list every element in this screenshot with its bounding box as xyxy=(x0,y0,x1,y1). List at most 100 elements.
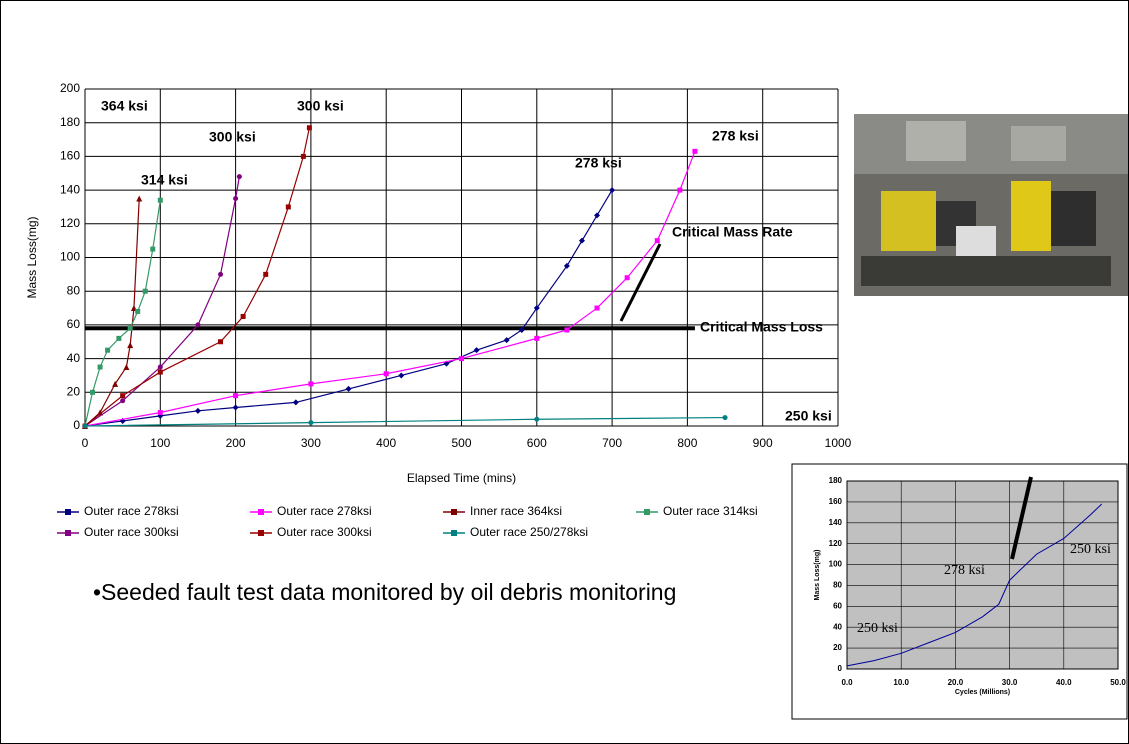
annotation: 364 ksi xyxy=(101,98,148,114)
marker xyxy=(625,275,630,280)
marker xyxy=(263,272,268,277)
annotation: 278 ksi xyxy=(575,155,622,171)
marker xyxy=(218,339,223,344)
x-tick-label: 100 xyxy=(150,436,170,450)
x-tick-label: 300 xyxy=(301,436,321,450)
marker xyxy=(233,404,239,410)
annotation: 250 ksi xyxy=(1070,542,1111,557)
marker xyxy=(90,390,95,395)
annotation: 278 ksi xyxy=(944,563,985,578)
legend-marker xyxy=(65,509,71,515)
x-tick-label: 1000 xyxy=(825,436,852,450)
marker xyxy=(195,408,201,414)
marker xyxy=(120,393,125,398)
marker xyxy=(128,326,133,331)
x-tick-label: 10.0 xyxy=(893,678,909,687)
marker xyxy=(158,365,163,370)
marker xyxy=(308,420,313,425)
y-tick-label: 140 xyxy=(829,518,843,527)
legend-label: Outer race 300ksi xyxy=(277,525,372,539)
marker xyxy=(150,247,155,252)
legend-label: Inner race 364ksi xyxy=(470,504,562,518)
x-tick-label: 600 xyxy=(527,436,547,450)
y-tick-label: 180 xyxy=(829,476,843,485)
slide: 0204060801001201401601802000100200300400… xyxy=(0,0,1129,744)
marker xyxy=(195,322,200,327)
y-axis-label: Mass Loss(mg) xyxy=(814,550,821,601)
annotation: Critical Mass Loss xyxy=(700,319,823,335)
y-tick-label: 80 xyxy=(833,581,842,590)
y-axis-label: Mass Loss(mg) xyxy=(25,216,39,298)
y-tick-label: 180 xyxy=(60,115,80,129)
marker xyxy=(655,238,660,243)
series-line xyxy=(85,128,309,426)
legend-marker xyxy=(258,509,264,515)
legend-marker xyxy=(451,530,457,536)
y-tick-label: 40 xyxy=(67,351,81,365)
y-tick-label: 0 xyxy=(73,418,80,432)
x-tick-label: 0 xyxy=(82,436,89,450)
marker xyxy=(307,125,312,130)
y-tick-label: 40 xyxy=(833,622,842,631)
photo xyxy=(854,114,1128,296)
y-tick-label: 100 xyxy=(829,560,843,569)
series-line xyxy=(85,151,695,426)
marker xyxy=(308,381,313,386)
marker xyxy=(158,370,163,375)
legend-marker xyxy=(451,509,457,515)
annotation: 300 ksi xyxy=(209,129,256,145)
legend-label: Outer race 314ksi xyxy=(663,504,758,518)
critical-line xyxy=(85,326,695,330)
legend-marker xyxy=(644,509,650,515)
y-tick-label: 60 xyxy=(67,317,81,331)
x-tick-label: 30.0 xyxy=(1002,678,1018,687)
annotation: 314 ksi xyxy=(141,172,188,188)
marker xyxy=(286,204,291,209)
y-tick-label: 160 xyxy=(829,497,843,506)
marker xyxy=(534,336,539,341)
pointer xyxy=(621,244,660,321)
y-tick-label: 200 xyxy=(60,81,80,95)
marker xyxy=(723,415,728,420)
marker xyxy=(158,198,163,203)
y-tick-label: 100 xyxy=(60,250,80,264)
annotation: Critical Mass Rate xyxy=(672,224,793,240)
marker xyxy=(301,154,306,159)
y-tick-label: 140 xyxy=(60,182,80,196)
x-tick-label: 500 xyxy=(451,436,471,450)
marker xyxy=(135,309,140,314)
marker xyxy=(346,386,352,392)
y-tick-label: 160 xyxy=(60,149,80,163)
x-tick-label: 50.0 xyxy=(1110,678,1126,687)
annotation: 250 ksi xyxy=(857,621,898,636)
marker xyxy=(474,347,480,353)
annotation: 250 ksi xyxy=(785,408,832,424)
marker xyxy=(116,336,121,341)
marker xyxy=(398,372,404,378)
x-axis-label: Elapsed Time (mins) xyxy=(407,471,516,485)
x-tick-label: 400 xyxy=(376,436,396,450)
chart-canvas: 0204060801001201401601802000100200300400… xyxy=(1,1,1128,743)
marker xyxy=(127,342,133,348)
x-tick-label: 20.0 xyxy=(948,678,964,687)
y-tick-label: 120 xyxy=(60,216,80,230)
marker xyxy=(83,424,88,429)
marker xyxy=(105,348,110,353)
marker xyxy=(534,417,539,422)
marker xyxy=(594,212,600,218)
marker xyxy=(98,365,103,370)
legend-marker xyxy=(258,530,264,536)
marker xyxy=(241,314,246,319)
marker xyxy=(677,188,682,193)
y-tick-label: 20 xyxy=(67,384,81,398)
marker xyxy=(233,393,238,398)
marker xyxy=(233,196,238,201)
x-tick-label: 800 xyxy=(677,436,697,450)
legend-label: Outer race 250/278ksi xyxy=(470,525,588,539)
series-line xyxy=(85,177,239,426)
marker xyxy=(564,327,569,332)
marker xyxy=(692,149,697,154)
marker xyxy=(384,371,389,376)
legend-label: Outer race 278ksi xyxy=(277,504,372,518)
x-tick-label: 40.0 xyxy=(1056,678,1072,687)
